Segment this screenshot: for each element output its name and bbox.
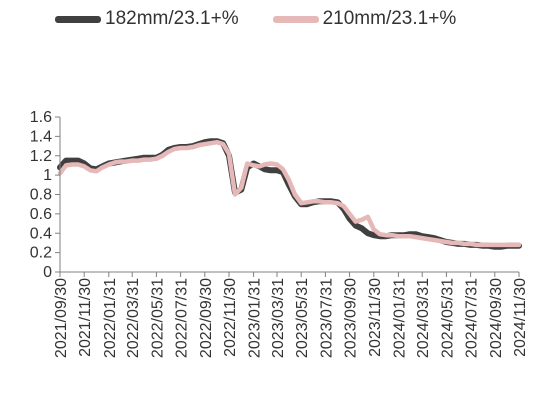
- x-tick-label: 2024/09/30: [488, 278, 505, 358]
- x-tick-label: 2022/03/31: [125, 278, 142, 358]
- y-tick-label: 0.2: [30, 245, 52, 262]
- x-tick-label: 2023/03/31: [270, 278, 287, 358]
- legend-item-210mm: 210mm/23.1+%: [272, 8, 457, 30]
- y-tick-label: 1.2: [30, 148, 52, 165]
- y-tick-label: 0.4: [30, 225, 52, 242]
- legend-item-182mm: 182mm/23.1+%: [55, 8, 239, 30]
- y-tick-label: 0: [43, 264, 52, 281]
- x-tick-label: 2024/01/31: [391, 278, 408, 358]
- x-tick-label: 2024/11/30: [512, 278, 529, 357]
- y-tick-label: 0.8: [30, 187, 52, 204]
- x-tick-label: 2022/11/30: [222, 278, 239, 357]
- legend-label-210mm: 210mm/23.1+%: [322, 8, 457, 29]
- y-tick-label: 1.4: [30, 128, 52, 145]
- x-tick-label: 2021/11/30: [77, 278, 94, 357]
- x-tick-label: 2022/09/30: [198, 278, 215, 358]
- x-tick-label: 2021/09/30: [53, 278, 70, 358]
- x-tick-label: 2023/07/31: [318, 278, 335, 358]
- x-tick-label: 2022/07/31: [174, 278, 191, 358]
- x-tick-label: 2023/09/30: [343, 278, 360, 358]
- x-tick-label: 2022/05/31: [149, 278, 166, 358]
- legend-swatch-210mm: [272, 15, 319, 23]
- legend-swatch-182mm: [55, 15, 101, 23]
- x-tick-label: 2022/01/31: [102, 278, 119, 358]
- series-line-1: [57, 138, 522, 250]
- x-tick-label: 2024/03/31: [415, 278, 432, 358]
- legend-label-182mm: 182mm/23.1+%: [105, 8, 239, 29]
- x-tick-label: 2024/05/31: [439, 278, 456, 358]
- chart-legend: 182mm/23.1+% 210mm/23.1+%: [55, 8, 490, 30]
- series-line-2: [57, 139, 522, 248]
- x-tick-label: 2023/01/31: [247, 278, 264, 358]
- y-tick-label: 0.6: [30, 206, 52, 223]
- y-tick-label: 1.6: [30, 109, 52, 126]
- x-tick-label: 2023/05/31: [294, 278, 311, 358]
- x-tick-label: 2023/11/30: [367, 278, 384, 357]
- x-tick-label: 2024/07/31: [464, 278, 481, 358]
- y-tick-label: 1: [43, 167, 52, 184]
